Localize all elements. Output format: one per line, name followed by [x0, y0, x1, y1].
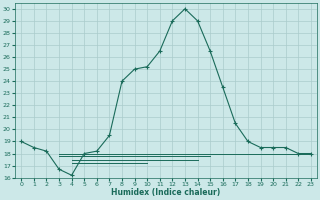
- X-axis label: Humidex (Indice chaleur): Humidex (Indice chaleur): [111, 188, 221, 197]
